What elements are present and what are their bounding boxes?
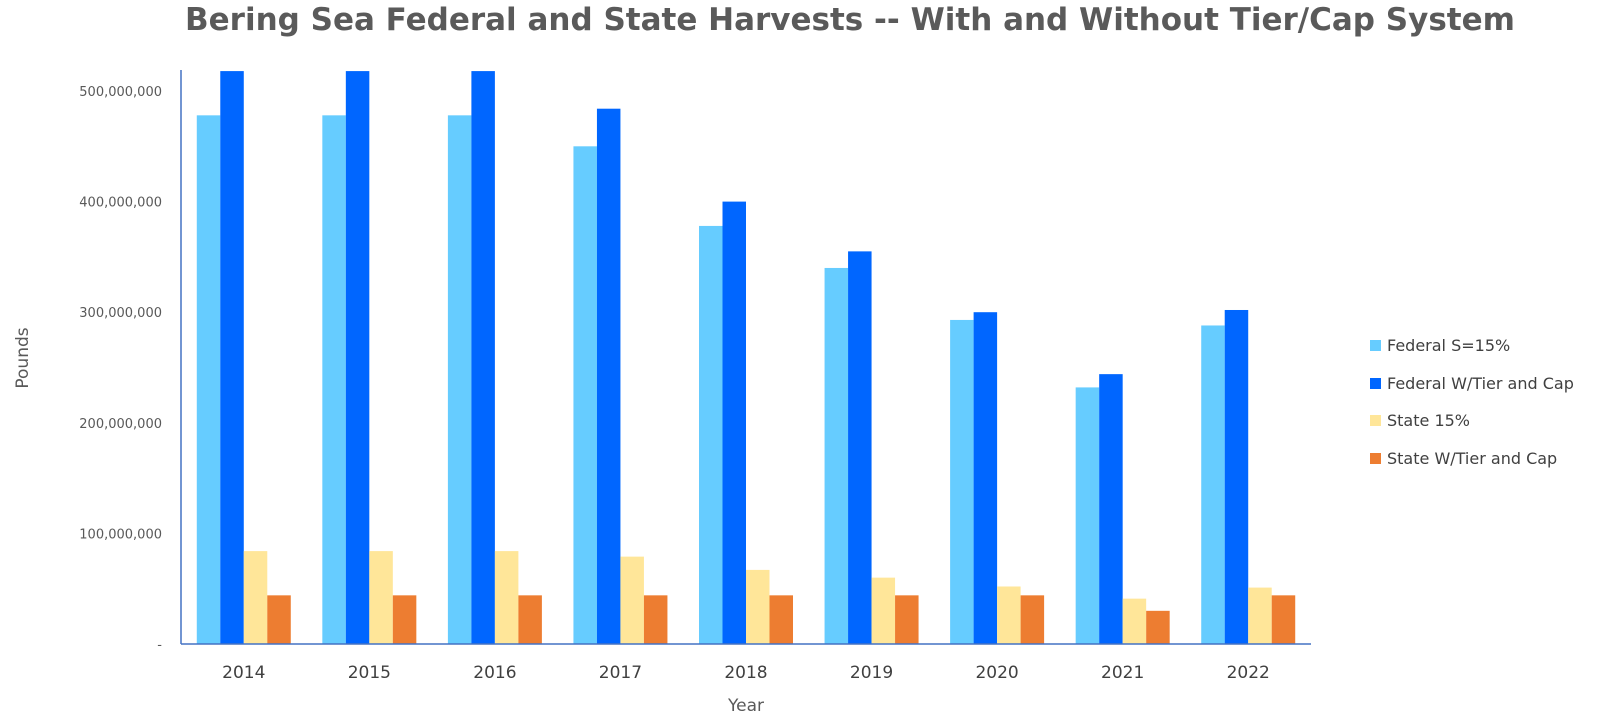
bar-federal-s-15--2016 [447,115,472,644]
bar-state-w-tier-and-cap-2022 [1271,595,1296,644]
bar-federal-w-tier-and-cap-2014 [220,71,244,645]
bar-federal-s-15--2020 [950,319,974,644]
bar-federal-w-tier-and-cap-2021 [1099,374,1123,644]
y-axis-ticks: - 100,000,000 200,000,000 300,000,000 400,00… [79,85,162,653]
bar-federal-s-15--2021 [1075,387,1100,644]
x-tick-label: 2015 [348,663,391,683]
bar-federal-s-15--2018 [699,225,723,644]
x-axis-title: Year [727,696,764,716]
bar-state-15--2020 [997,586,1021,644]
bar-state-w-tier-and-cap-2016 [518,595,542,644]
bar-federal-w-tier-and-cap-2020 [973,312,998,644]
bar-federal-w-tier-and-cap-2019 [848,251,872,644]
y-tick-label: 300,000,000 [79,306,162,321]
bar-state-15--2017 [620,556,644,644]
x-tick-label: 2020 [975,663,1018,683]
x-tick-label: 2018 [724,663,767,683]
bar-state-15--2019 [871,577,896,644]
legend-item: Federal W/Tier and Cap [1370,365,1574,403]
legend-swatch [1370,377,1381,389]
bar-federal-w-tier-and-cap-2017 [596,108,621,644]
bar-federal-w-tier-and-cap-2022 [1224,309,1249,644]
bar-federal-s-15--2019 [824,267,849,644]
bar-state-w-tier-and-cap-2015 [392,595,417,644]
bar-federal-w-tier-and-cap-2016 [471,71,495,645]
bar-state-w-tier-and-cap-2018 [769,595,793,644]
y-tick-label: 400,000,000 [79,196,162,211]
y-tick-label: 200,000,000 [79,417,162,432]
x-tick-label: 2014 [222,663,265,683]
y-tick-label: 500,000,000 [79,85,162,100]
bar-state-w-tier-and-cap-2020 [1020,595,1045,644]
bar-federal-w-tier-and-cap-2018 [722,201,746,644]
legend-swatch [1370,340,1381,352]
bar-state-w-tier-and-cap-2017 [643,595,668,644]
legend-item: State 15% [1370,402,1574,440]
bar-state-15--2018 [746,569,770,644]
legend-label: Federal S=15% [1387,336,1511,356]
bar-state-15--2014 [243,551,268,644]
bar-state-w-tier-and-cap-2014 [267,595,291,644]
y-axis-title: Pounds [13,327,33,388]
bar-state-15--2015 [369,551,393,644]
legend-label: Federal W/Tier and Cap [1387,373,1574,393]
bar-federal-s-15--2017 [573,146,597,645]
y-tick-label: 100,000,000 [79,527,162,542]
bar-state-w-tier-and-cap-2019 [895,595,919,644]
legend-label: State W/Tier and Cap [1387,448,1558,468]
x-tick-label: 2021 [1101,663,1144,683]
bar-federal-s-15--2014 [196,115,221,644]
bar-state-15--2022 [1248,587,1272,644]
legend: Federal S=15% Federal W/Tier and Cap State… [1370,327,1574,477]
x-tick-label: 2016 [473,663,516,683]
legend-item: State W/Tier and Cap [1370,440,1574,478]
bar-state-15--2021 [1122,598,1147,644]
bar-state-15--2016 [494,551,519,644]
legend-swatch [1370,415,1381,427]
legend-item: Federal S=15% [1370,327,1574,365]
x-tick-label: 2017 [599,663,642,683]
legend-label: State 15% [1387,411,1470,431]
bar-federal-s-15--2015 [322,115,346,644]
bar-state-w-tier-and-cap-2021 [1146,610,1170,644]
chart-title: Bering Sea Federal and State Harvests --… [185,2,1515,38]
y-tick-label: - [157,638,162,653]
bar-federal-s-15--2022 [1201,325,1225,644]
bar-federal-w-tier-and-cap-2015 [345,71,370,645]
legend-swatch [1370,452,1381,464]
x-axis-ticks: 2014 2015 2016 2017 2018 2019 2020 2021 2022 [222,663,1270,683]
x-tick-label: 2022 [1227,663,1270,683]
bar-series-group [196,71,1296,645]
x-tick-label: 2019 [850,663,893,683]
